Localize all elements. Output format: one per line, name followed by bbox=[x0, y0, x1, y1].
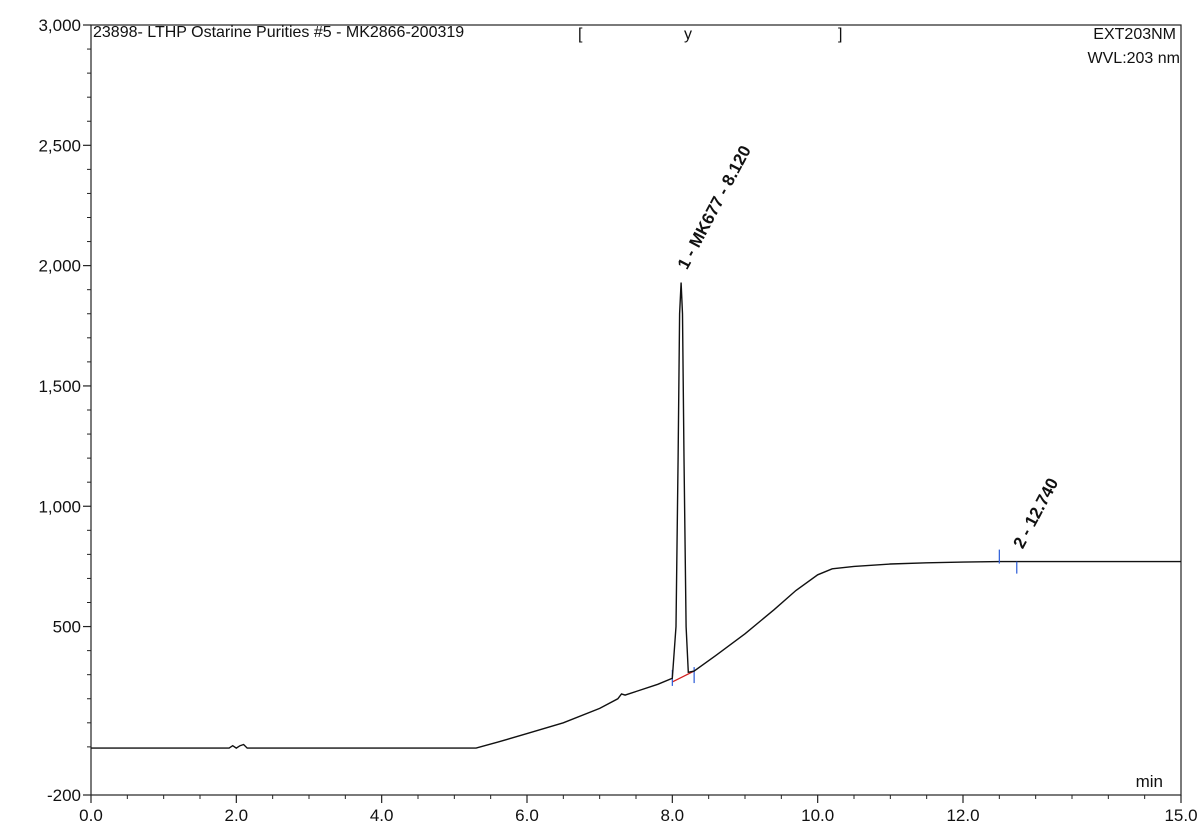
chromatogram-trace bbox=[91, 282, 1181, 749]
wavelength-label: WVL:203 nm bbox=[1088, 50, 1180, 67]
y-tick-label: -200 bbox=[47, 786, 81, 805]
x-tick-label: 4.0 bbox=[370, 806, 394, 825]
x-tick-label: 2.0 bbox=[225, 806, 249, 825]
x-tick-label: 6.0 bbox=[515, 806, 539, 825]
y-tick-label: 500 bbox=[53, 618, 81, 637]
plot-area bbox=[90, 24, 1182, 796]
chart-title: 23898- LTHP Ostarine Purities #5 - MK286… bbox=[93, 24, 464, 41]
y-tick-label: 2,000 bbox=[38, 257, 81, 276]
y-tick-label: 2,500 bbox=[38, 136, 81, 155]
channel-label: EXT203NM bbox=[1093, 26, 1176, 43]
peak-baseline bbox=[672, 670, 695, 683]
y-axis: -200 500 1,000 1,500 2,000 2,500 3,000 bbox=[38, 16, 91, 805]
y-tick-label: 1,500 bbox=[38, 377, 81, 396]
x-tick-label: 12.0 bbox=[946, 806, 979, 825]
bracket-text: y bbox=[684, 26, 692, 43]
x-tick-label: 0.0 bbox=[79, 806, 103, 825]
bracket-left: [ bbox=[578, 26, 583, 43]
x-tick-label: 8.0 bbox=[661, 806, 685, 825]
x-axis-unit-label: min bbox=[1136, 772, 1163, 791]
x-tick-label: 10.0 bbox=[801, 806, 834, 825]
bracket-right: ] bbox=[838, 26, 842, 43]
y-tick-label: 3,000 bbox=[38, 16, 81, 35]
x-tick-label: 15.0 bbox=[1164, 806, 1197, 825]
x-axis: 0.0 2.0 4.0 6.0 8.0 10.0 12.0 15.0 bbox=[79, 795, 1198, 825]
y-tick-label: 1,000 bbox=[38, 497, 81, 516]
